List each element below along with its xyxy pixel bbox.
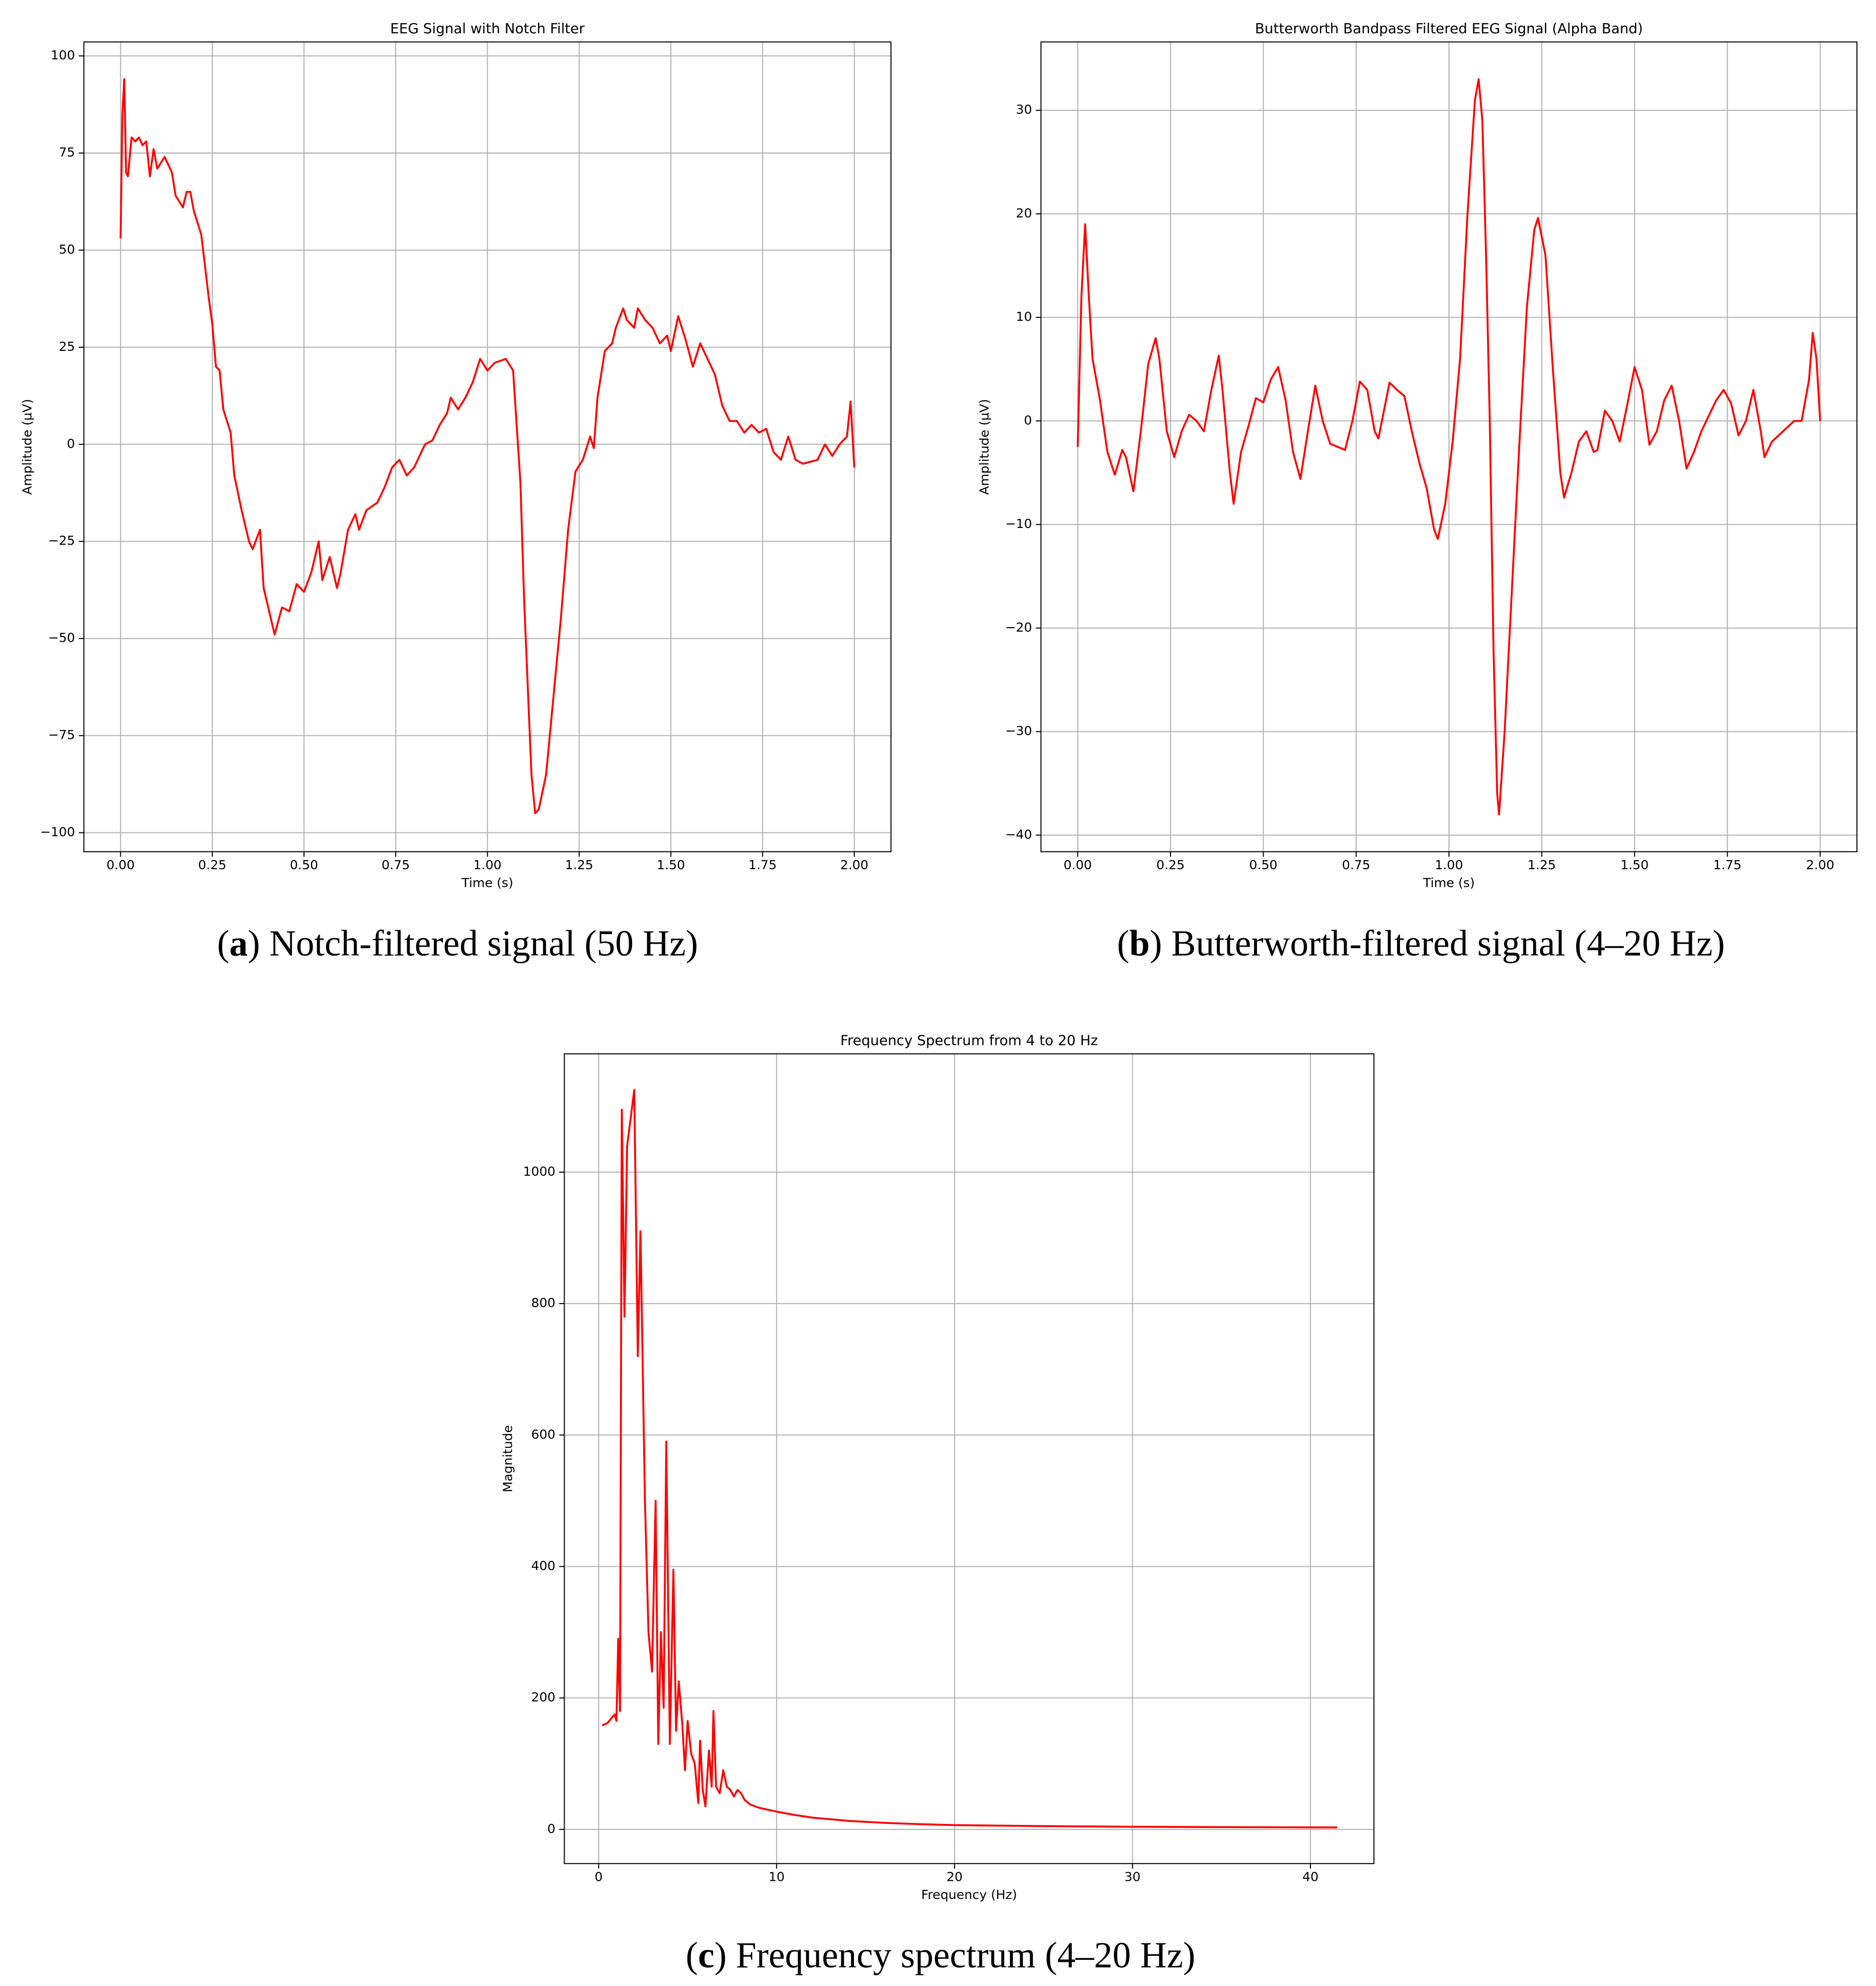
caption-part: b: [1129, 923, 1150, 964]
x-tick-label: 0: [595, 1870, 603, 1884]
caption-part: ) Notch-filtered signal (50 Hz): [248, 923, 698, 964]
x-tick-label: 10: [768, 1870, 785, 1884]
y-tick-label: 20: [1016, 206, 1032, 220]
chart-title: Butterworth Bandpass Filtered EEG Signal…: [1255, 20, 1643, 37]
y-axis-label: Amplitude (µV): [977, 399, 991, 495]
x-tick-label: 0.25: [1156, 858, 1185, 872]
x-tick-label: 1.00: [474, 858, 502, 872]
y-tick-label: −75: [48, 728, 75, 742]
x-tick-label: 20: [947, 1870, 963, 1884]
chart-title: Frequency Spectrum from 4 to 20 Hz: [840, 1032, 1098, 1049]
y-tick-label: 0: [1024, 413, 1032, 427]
caption-part: ) Frequency spectrum (4–20 Hz): [715, 1935, 1196, 1975]
y-tick-label: 200: [531, 1690, 556, 1705]
y-tick-label: 75: [59, 145, 75, 160]
axes-frame: [83, 41, 892, 853]
y-tick-label: 30: [1016, 102, 1032, 117]
signal-line: [1076, 78, 1821, 816]
caption-part: a: [229, 923, 248, 964]
y-tick-label: −30: [1005, 724, 1032, 738]
x-tick-label: 30: [1124, 1870, 1140, 1884]
x-tick-label: 0.50: [290, 858, 318, 872]
y-tick-label: −25: [48, 533, 75, 548]
y-axis-label: Amplitude (µV): [20, 399, 35, 495]
caption: (a) Notch-filtered signal (50 Hz): [217, 923, 698, 964]
caption-part: (: [217, 923, 229, 964]
x-tick-label: 2.00: [840, 858, 869, 872]
caption-part: (: [686, 1935, 698, 1975]
x-tick-label: 2.00: [1806, 858, 1834, 872]
y-tick-label: −10: [1005, 516, 1032, 531]
y-tick-label: 100: [51, 48, 75, 62]
x-tick-label: 0.50: [1249, 858, 1277, 872]
signal-line: [119, 78, 855, 814]
caption-part: ) Butterworth-filtered signal (4–20 Hz): [1150, 923, 1725, 964]
x-tick-label: 0.75: [381, 858, 410, 872]
caption: (b) Butterworth-filtered signal (4–20 Hz…: [1117, 923, 1725, 964]
y-tick-label: 50: [59, 242, 75, 257]
x-tick-label: 1.25: [565, 858, 593, 872]
y-tick-label: 400: [531, 1558, 556, 1573]
x-tick-label: 1.00: [1435, 858, 1463, 872]
x-tick-label: 1.75: [748, 858, 776, 872]
x-axis-label: Time (s): [461, 875, 513, 890]
caption: (c) Frequency spectrum (4–20 Hz): [686, 1935, 1196, 1975]
caption-part: (: [1117, 923, 1129, 964]
signal-line: [601, 1089, 1338, 1828]
y-axis-label: Magnitude: [500, 1425, 515, 1492]
axes-frame: [1040, 41, 1858, 853]
caption-part: c: [698, 1935, 715, 1975]
x-tick-label: 0.25: [198, 858, 226, 872]
x-tick-label: 1.25: [1528, 858, 1556, 872]
x-tick-label: 0.00: [1064, 858, 1092, 872]
axes-frame: [564, 1053, 1375, 1864]
y-tick-label: −50: [48, 631, 75, 645]
y-tick-label: 0: [67, 436, 75, 451]
y-tick-label: −20: [1005, 620, 1032, 635]
y-tick-label: 800: [531, 1295, 556, 1310]
chart-title: EEG Signal with Notch Filter: [390, 20, 585, 37]
y-tick-label: −40: [1005, 827, 1032, 842]
x-tick-label: 1.50: [657, 858, 685, 872]
x-tick-label: 0.75: [1342, 858, 1370, 872]
x-tick-label: 1.75: [1713, 858, 1742, 872]
x-tick-label: 0.00: [106, 858, 134, 872]
x-tick-label: 1.50: [1620, 858, 1649, 872]
y-tick-label: 1000: [523, 1164, 555, 1179]
x-tick-label: 40: [1302, 1870, 1318, 1884]
x-axis-label: Frequency (Hz): [921, 1887, 1017, 1902]
y-tick-label: −100: [40, 824, 75, 839]
y-tick-label: 0: [548, 1821, 556, 1836]
y-tick-label: 25: [59, 339, 75, 354]
x-axis-label: Time (s): [1423, 875, 1475, 890]
y-tick-label: 600: [531, 1427, 556, 1441]
y-tick-label: 10: [1016, 310, 1032, 324]
